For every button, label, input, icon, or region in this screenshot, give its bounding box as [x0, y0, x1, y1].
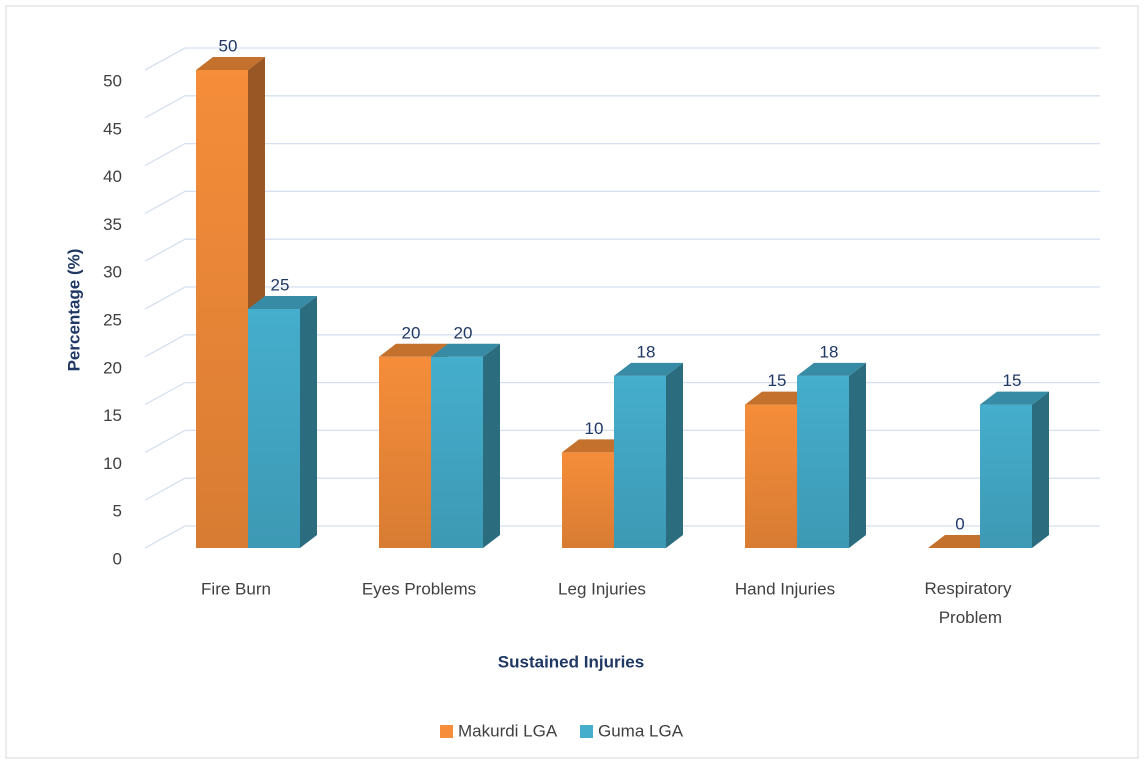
y-tick-label: 5: [113, 502, 122, 521]
legend-label: Makurdi LGA: [458, 721, 558, 740]
grid-line: [144, 95, 1100, 119]
grid-line: [144, 190, 1100, 214]
bar-top: [745, 391, 814, 405]
legend-label: Guma LGA: [598, 721, 684, 740]
bar-front: [797, 375, 849, 548]
x-tick-label: Respiratory Problem: [925, 579, 1012, 627]
bar-side: [849, 362, 866, 548]
grid-line: [144, 334, 1100, 358]
y-tick-label: 0: [113, 549, 122, 568]
legend-swatch: [580, 725, 593, 738]
y-axis-title: Percentage (%): [64, 249, 83, 372]
y-tick-label: 35: [103, 215, 122, 234]
grid-line: [144, 142, 1100, 167]
data-label: 15: [1003, 371, 1022, 390]
x-axis-title: Sustained Injuries: [498, 652, 644, 671]
data-label: 20: [402, 323, 421, 342]
bar: [431, 343, 500, 548]
bar-top: [980, 391, 1049, 405]
y-tick-label: 40: [103, 167, 122, 186]
data-label: 20: [454, 323, 473, 342]
bar-top: [196, 57, 265, 70]
data-label: 18: [820, 342, 839, 361]
data-label: 0: [955, 514, 964, 533]
bar-top: [562, 439, 631, 453]
bar: [614, 362, 683, 548]
x-tick-label: Hand Injuries: [735, 579, 835, 598]
bar: [196, 57, 265, 548]
bar-front: [431, 356, 483, 548]
bar-top: [379, 343, 448, 357]
bar-side: [1032, 391, 1049, 548]
bar-top: [614, 362, 683, 376]
data-label: 50: [219, 36, 238, 55]
y-tick-label: 45: [103, 119, 122, 138]
bar-front: [196, 70, 248, 548]
bar-front: [379, 356, 431, 548]
bar: [928, 535, 997, 548]
bar-front: [614, 375, 666, 548]
bar-front: [745, 404, 797, 548]
x-tick-label: Leg Injuries: [558, 579, 646, 598]
bar-side: [483, 343, 500, 548]
bar-top: [431, 343, 500, 357]
data-label: 10: [585, 419, 604, 438]
y-tick-label: 10: [103, 454, 122, 473]
bar-top: [248, 296, 317, 309]
data-label: 18: [637, 342, 656, 361]
grid-line: [144, 238, 1100, 262]
x-tick-label: Fire Burn: [201, 579, 271, 598]
grid-line: [144, 381, 1100, 406]
bar-front: [248, 309, 300, 548]
bar-front: [562, 452, 614, 548]
bar: [248, 296, 317, 548]
y-tick-label: 30: [103, 263, 122, 282]
bar-side: [300, 296, 317, 548]
bar: [797, 362, 866, 548]
data-label: 15: [768, 371, 787, 390]
x-tick-label: Eyes Problems: [362, 579, 476, 598]
y-tick-label: 50: [103, 71, 122, 90]
bar-top: [928, 535, 997, 548]
bar-top: [797, 362, 866, 376]
data-label: 25: [271, 275, 290, 294]
y-tick-label: 25: [103, 310, 122, 329]
bar: [980, 391, 1049, 548]
y-tick-label: 20: [103, 358, 122, 377]
bar-front: [980, 404, 1032, 548]
grid-line: [144, 47, 1100, 71]
y-tick-label: 15: [103, 406, 122, 425]
bar-side: [666, 362, 683, 548]
legend-swatch: [440, 725, 453, 738]
grid-line: [144, 286, 1100, 310]
